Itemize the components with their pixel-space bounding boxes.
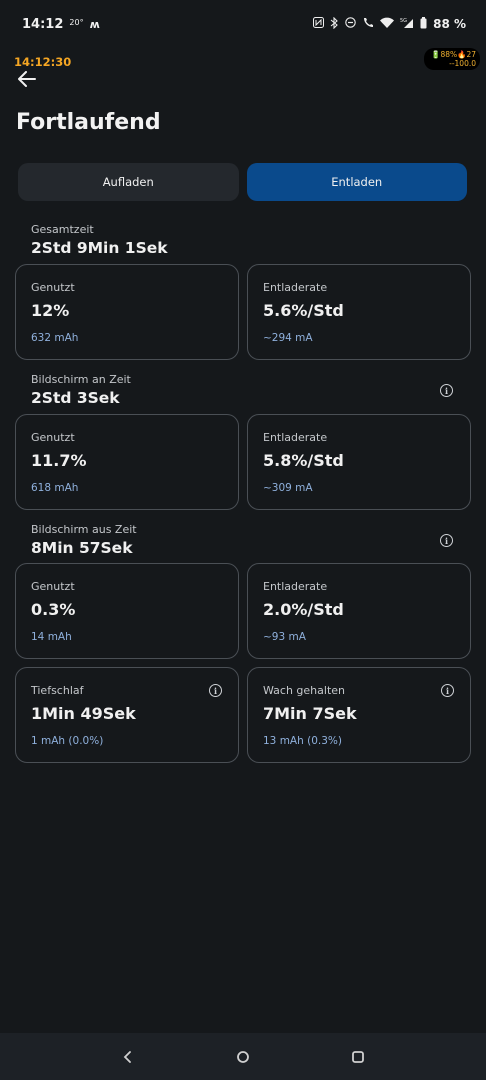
screen-off-value: 8Min 57Sek bbox=[31, 539, 133, 557]
info-icon[interactable]: i bbox=[440, 534, 453, 547]
wifi-calling-icon bbox=[362, 17, 374, 32]
card-subvalue: 13 mAh (0.3%) bbox=[263, 735, 342, 747]
screen-on-rate-card: Entladerate 5.8%/Std ~309 mA bbox=[247, 414, 471, 510]
screen-off-used-card: Genutzt 0.3% 14 mAh bbox=[15, 563, 239, 659]
awake-card: Wach gehalten i 7Min 7Sek 13 mAh (0.3%) bbox=[247, 667, 471, 763]
battery-percentage: 88 % bbox=[433, 17, 466, 31]
info-icon[interactable]: i bbox=[440, 384, 453, 397]
overlay-badge-line1: 🔋88%🔥27 bbox=[431, 50, 476, 59]
chevron-left-icon bbox=[123, 1050, 131, 1063]
tab-charging[interactable]: Aufladen bbox=[18, 163, 239, 201]
card-value: 0.3% bbox=[31, 600, 76, 619]
card-value: 2.0%/Std bbox=[263, 600, 344, 619]
status-icons: 5G 88 % bbox=[313, 16, 466, 32]
total-used-card: Genutzt 12% 632 mAh bbox=[15, 264, 239, 360]
info-icon[interactable]: i bbox=[441, 684, 454, 697]
card-subvalue: 618 mAh bbox=[31, 482, 79, 494]
svg-text:5G: 5G bbox=[400, 18, 407, 24]
card-subvalue: ~309 mA bbox=[263, 482, 313, 494]
total-time-label: Gesamtzeit bbox=[31, 223, 94, 236]
card-label: Wach gehalten bbox=[263, 684, 346, 697]
card-value: 5.6%/Std bbox=[263, 301, 344, 320]
page-title: Fortlaufend bbox=[16, 110, 161, 135]
card-label: Tiefschlaf bbox=[31, 684, 84, 697]
deep-sleep-card: Tiefschlaf i 1Min 49Sek 1 mAh (0.0%) bbox=[15, 667, 239, 763]
tab-discharging[interactable]: Entladen bbox=[246, 163, 467, 201]
card-value: 12% bbox=[31, 301, 70, 320]
mode-tabs: Aufladen Entladen bbox=[18, 163, 467, 201]
card-subvalue: 1 mAh (0.0%) bbox=[31, 735, 104, 747]
screen-off-rate-card: Entladerate 2.0%/Std ~93 mA bbox=[247, 563, 471, 659]
card-value: 7Min 7Sek bbox=[263, 704, 357, 723]
bluetooth-icon bbox=[330, 16, 339, 32]
arrow-left-icon bbox=[18, 71, 36, 87]
card-label: Genutzt bbox=[31, 281, 75, 294]
signal-icon: 5G bbox=[400, 17, 414, 31]
card-subvalue: ~93 mA bbox=[263, 631, 306, 643]
status-temperature: 20° bbox=[69, 17, 84, 27]
card-label: Entladerate bbox=[263, 281, 328, 294]
battery-icon bbox=[420, 16, 427, 32]
total-time-value: 2Std 9Min 1Sek bbox=[31, 239, 168, 257]
card-value: 1Min 49Sek bbox=[31, 704, 136, 723]
card-value: 5.8%/Std bbox=[263, 451, 344, 470]
nav-home-button[interactable] bbox=[231, 1045, 255, 1069]
card-label: Genutzt bbox=[31, 580, 75, 593]
card-subvalue: 632 mAh bbox=[31, 332, 79, 344]
screen-off-label: Bildschirm aus Zeit bbox=[31, 523, 137, 536]
status-bar: 14:12 20° ʍ 5G 88 % bbox=[0, 0, 486, 48]
total-rate-card: Entladerate 5.6%/Std ~294 mA bbox=[247, 264, 471, 360]
nav-recents-button[interactable] bbox=[346, 1045, 370, 1069]
do-not-disturb-icon bbox=[345, 17, 356, 31]
back-button[interactable] bbox=[14, 66, 40, 92]
overlay-battery-badge: 🔋88%🔥27 --100.0 bbox=[424, 48, 480, 70]
card-label: Entladerate bbox=[263, 580, 328, 593]
system-nav-bar bbox=[0, 1033, 486, 1080]
home-circle-icon bbox=[237, 1050, 249, 1063]
nav-back-button[interactable] bbox=[116, 1045, 140, 1069]
screen-on-value: 2Std 3Sek bbox=[31, 389, 120, 407]
overlay-clock: 14:12:30 bbox=[14, 55, 72, 69]
screen-on-label: Bildschirm an Zeit bbox=[31, 373, 131, 386]
info-icon[interactable]: i bbox=[209, 684, 222, 697]
wifi-icon bbox=[380, 17, 395, 31]
app-notification-icon: ʍ bbox=[89, 17, 100, 31]
nfc-icon bbox=[313, 17, 325, 31]
screen-on-used-card: Genutzt 11.7% 618 mAh bbox=[15, 414, 239, 510]
overlay-badge-line2: --100.0 bbox=[449, 59, 476, 68]
card-label: Genutzt bbox=[31, 431, 75, 444]
status-time: 14:12 bbox=[22, 16, 64, 32]
card-subvalue: ~294 mA bbox=[263, 332, 313, 344]
recents-square-icon bbox=[352, 1050, 365, 1063]
card-label: Entladerate bbox=[263, 431, 328, 444]
card-value: 11.7% bbox=[31, 451, 87, 470]
card-subvalue: 14 mAh bbox=[31, 631, 72, 643]
